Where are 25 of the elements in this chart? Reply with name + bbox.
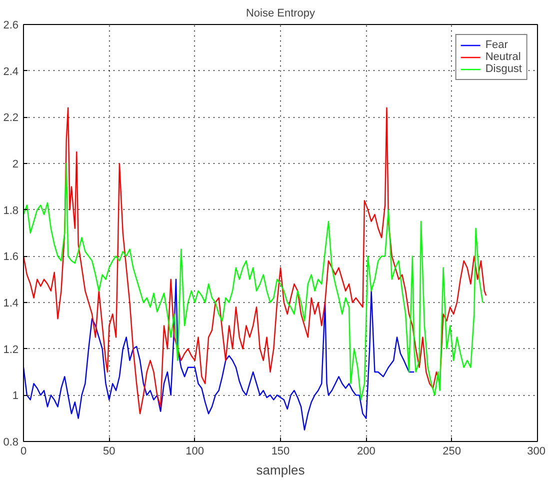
- y-tick-label: 1.8: [3, 204, 19, 217]
- y-tick-label: 2.2: [3, 112, 19, 124]
- x-tick-label: 200: [356, 446, 376, 458]
- legend-label: Neutral: [485, 51, 521, 63]
- y-tick-label: 1: [12, 390, 19, 402]
- x-tick-label: 300: [527, 446, 546, 458]
- y-tick-label: 1.4: [3, 298, 19, 310]
- x-axis-title: samples: [256, 462, 306, 478]
- y-tick-label: 1.6: [3, 251, 19, 264]
- legend-label: Fear: [485, 39, 508, 51]
- y-tick-label: 2.4: [3, 66, 19, 78]
- x-tick-label: 150: [271, 446, 290, 458]
- y-tick-label: 2: [12, 158, 19, 170]
- x-tick-label: 50: [103, 446, 116, 458]
- x-tick-label: 250: [442, 446, 462, 458]
- line-series: [24, 162, 484, 400]
- x-tick-label: 0: [20, 446, 27, 458]
- y-tick-label: 2.6: [3, 20, 19, 32]
- y-tick-label: 0.8: [3, 436, 19, 448]
- legend-label: Disgust: [485, 63, 522, 75]
- y-tick-label: 1.2: [3, 344, 19, 356]
- line-series: [24, 278, 415, 431]
- x-tick-label: 100: [186, 446, 204, 458]
- chart-title: Noise Entropy: [246, 8, 316, 20]
- line-series: [24, 107, 487, 414]
